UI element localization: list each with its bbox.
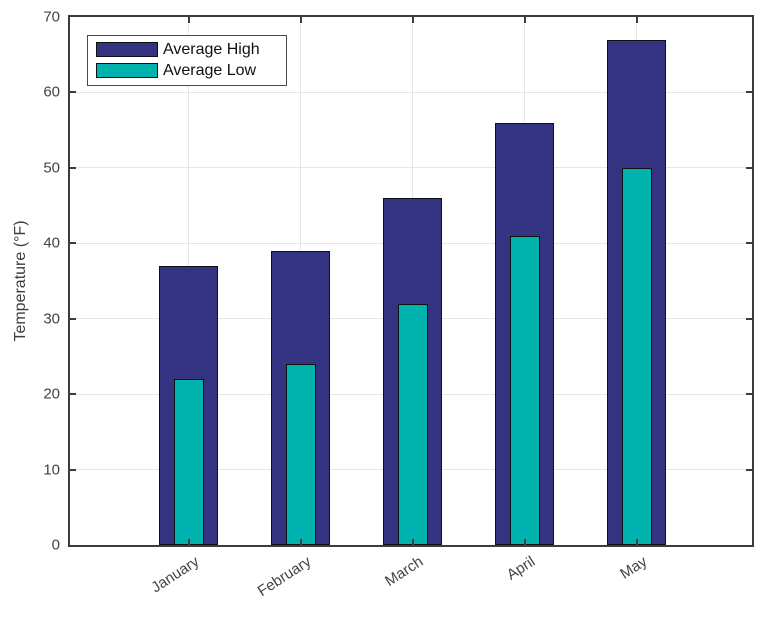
bar-average-low-march [397, 303, 428, 545]
x-tick-label-january: January [147, 553, 202, 597]
legend-item-average-high: Average High [96, 41, 279, 59]
x-tick-top-may [635, 17, 638, 23]
y-tick-right-30 [746, 317, 752, 320]
x-tick-label-april: April [503, 553, 538, 584]
y-axis-title: Temperature (°F) [12, 220, 29, 342]
x-tick-bottom-january [187, 539, 190, 545]
legend-swatch-average-high [96, 42, 158, 58]
plot-area: Average High Average Low 0 10 20 30 40 50 60 70… [43, 9, 754, 600]
y-tick-right-20 [746, 393, 752, 396]
bar-average-low-february [285, 363, 316, 545]
legend-label-average-high: Average High [163, 41, 260, 58]
bar-average-low-may [621, 167, 652, 545]
x-tick-top-january [187, 17, 190, 23]
x-tick-label-march: March [381, 553, 426, 590]
y-tick-right-50 [746, 166, 752, 169]
y-tick-right-40 [746, 242, 752, 245]
y-tick-label-30: 30 [43, 310, 60, 328]
y-tick-label-20: 20 [43, 385, 60, 403]
x-tick-bottom-april [523, 539, 526, 545]
x-tick-bottom-march [411, 539, 414, 545]
bar-average-low-april [509, 235, 540, 545]
y-tick-label-40: 40 [43, 234, 60, 252]
y-tick-left-20 [70, 393, 76, 396]
y-tick-label-50: 50 [43, 159, 60, 177]
y-tick-right-60 [746, 91, 752, 94]
y-tick-label-0: 0 [51, 536, 60, 554]
y-tick-left-10 [70, 468, 76, 471]
x-tick-top-march [411, 17, 414, 23]
legend-label-average-low: Average Low [163, 61, 257, 79]
legend-swatch-average-low [96, 62, 158, 78]
x-tick-label-february: February [254, 553, 314, 600]
legend-item-average-low: Average Low [96, 62, 279, 80]
bar-average-low-january [173, 379, 204, 545]
gridline-y-50 [70, 167, 752, 169]
x-tick-label-may: May [616, 553, 650, 583]
y-tick-left-30 [70, 317, 76, 320]
y-tick-left-50 [70, 166, 76, 169]
x-tick-bottom-may [635, 539, 638, 545]
y-tick-left-60 [70, 91, 76, 94]
y-tick-left-40 [70, 242, 76, 245]
y-tick-label-70: 70 [43, 8, 60, 26]
x-tick-top-february [299, 17, 302, 23]
y-tick-right-10 [746, 468, 752, 471]
legend: Average High Average Low [87, 35, 287, 87]
x-tick-bottom-february [299, 539, 302, 545]
y-tick-label-60: 60 [43, 83, 60, 101]
gridline-y-60 [70, 91, 752, 93]
x-tick-top-april [523, 17, 526, 23]
y-tick-label-10: 10 [43, 461, 60, 479]
